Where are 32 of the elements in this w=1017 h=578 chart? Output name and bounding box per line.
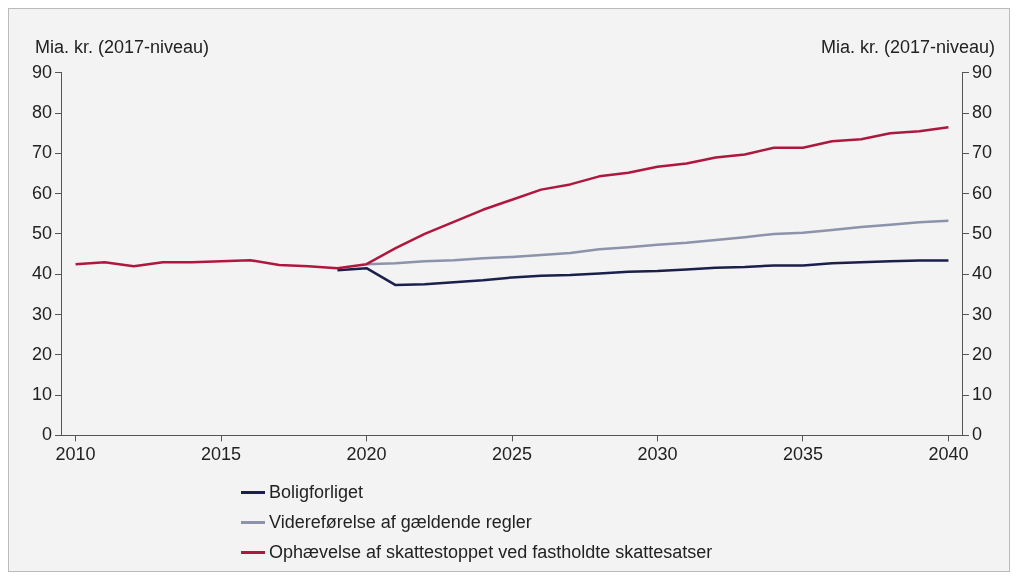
x-tick-label: 2010 — [55, 444, 96, 465]
y2-tick-label: 90 — [971, 61, 993, 82]
legend-label: Ophævelse af skattestoppet ved fastholdte skattesatser — [269, 541, 713, 563]
x-tick-label: 2040 — [928, 444, 969, 465]
y-tick-label: 60 — [31, 182, 53, 203]
y-tick-label: 80 — [31, 102, 53, 123]
y2-tick-label: 80 — [971, 102, 993, 123]
y2-tick-label: 70 — [971, 142, 993, 163]
y2-tick-label: 60 — [971, 182, 993, 203]
y-tick-label: 90 — [31, 61, 53, 82]
y2-tick-label: 40 — [971, 263, 993, 284]
y-tick-label: 50 — [31, 222, 53, 243]
x-tick-label: 2025 — [491, 444, 533, 465]
y2-tick-label: 10 — [971, 384, 993, 405]
y-tick-label: 10 — [31, 384, 53, 405]
x-tick-label: 2035 — [782, 444, 823, 465]
x-tick-label: 2015 — [201, 444, 242, 465]
y2-tick-label: 0 — [971, 424, 982, 445]
y-tick-label: 70 — [31, 142, 53, 163]
x-tick-label: 2020 — [346, 444, 387, 465]
y-axis-title: Mia. kr. (2017-niveau) — [35, 37, 210, 58]
y-tick-label: 0 — [42, 424, 53, 445]
y-tick-label: 30 — [31, 303, 53, 324]
y2-axis-title: Mia. kr. (2017-niveau) — [820, 37, 995, 58]
y2-tick-label: 30 — [971, 303, 993, 324]
legend-label: Videreførelse af gældende regler — [269, 511, 532, 533]
y2-tick-label: 20 — [971, 343, 993, 364]
y2-tick-label: 50 — [971, 222, 993, 243]
legend-label: Boligforliget — [269, 481, 364, 503]
y-tick-label: 40 — [31, 263, 53, 284]
y-tick-label: 20 — [31, 343, 53, 364]
x-tick-label: 2030 — [637, 444, 678, 465]
